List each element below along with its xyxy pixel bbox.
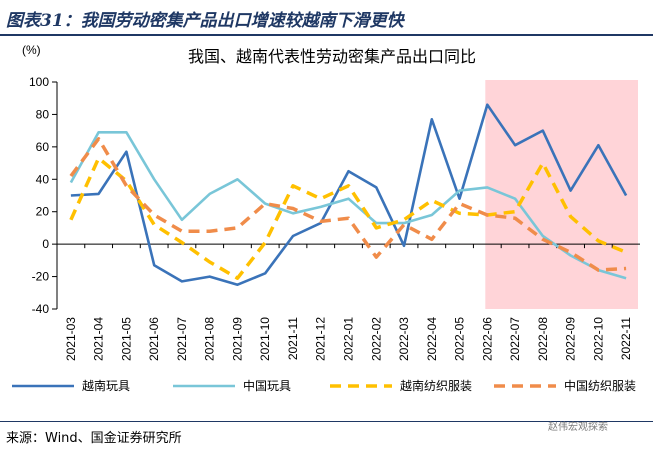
x-tick-label: 2021-07 [175,317,189,361]
x-tick-label: 2021-11 [286,317,300,360]
x-tick-label: 2022-05 [453,317,467,361]
x-tick-label: 2022-10 [591,317,605,361]
x-tick-label: 2021-08 [203,317,217,361]
x-tick-label: 2022-09 [564,317,578,361]
y-tick-label: -20 [32,270,50,284]
x-tick-label: 2021-10 [258,317,272,361]
title-rule [0,34,653,36]
x-tick-label: 2021-09 [230,317,244,361]
legend-label-3: 越南纺织服装 [400,378,472,393]
y-tick-label: 20 [36,205,50,219]
y-tick-label: -40 [32,302,50,316]
legend-label-1: 越南玩具 [82,378,130,393]
axes: -40 -20 0 20 40 60 80 100 2021-03 2021-04 2021-05 2… [29,75,640,361]
x-tick-label: 2022-08 [536,317,550,361]
bottom-rule [0,421,653,422]
x-tick-label: 2022-11 [619,317,633,360]
x-tick-label: 2022-04 [425,317,439,361]
figure-title: 图表31：我国劳动密集产品出口增速较越南下滑更快 [6,11,404,31]
line-chart: 我国、越南代表性劳动密集产品出口同比 (%) -40 -20 0 20 40 60 80 10… [12,43,640,393]
chart-title: 我国、越南代表性劳动密集产品出口同比 [188,47,476,66]
series-line-4 [69,137,627,272]
legend-label-2: 中国玩具 [243,378,291,393]
legend-label-4: 中国纺织服装 [564,378,636,393]
y-tick-label: 0 [42,237,49,251]
legend: 越南玩具 中国玩具 越南纺织服装 中国纺织服装 [12,378,636,393]
y-tick-label: 100 [29,75,49,89]
x-tick-label: 2022-02 [369,317,383,361]
source-note: 来源：Wind、国金证券研究所 [6,431,182,446]
x-tick-label: 2022-01 [342,317,356,361]
series-line-1 [70,103,628,286]
y-axis-unit: (%) [22,43,41,57]
x-tick-label: 2022-03 [397,317,411,361]
x-tick-label: 2022-07 [508,317,522,361]
x-tick-label: 2022-06 [480,317,494,361]
series-line-2 [69,131,627,280]
x-tick-label: 2021-03 [64,317,78,361]
y-tick-label: 40 [36,172,50,186]
series-line-3 [69,156,627,280]
y-tick-label: 60 [36,140,50,154]
x-tick-label: 2021-12 [314,317,328,361]
x-tick-label: 2021-04 [92,317,106,361]
x-tick-label: 2021-05 [119,317,133,361]
y-tick-label: 80 [36,107,50,121]
watermark: 赵伟宏观探索 [548,422,608,433]
series-layer [69,103,628,286]
x-tick-label: 2021-06 [147,317,161,361]
